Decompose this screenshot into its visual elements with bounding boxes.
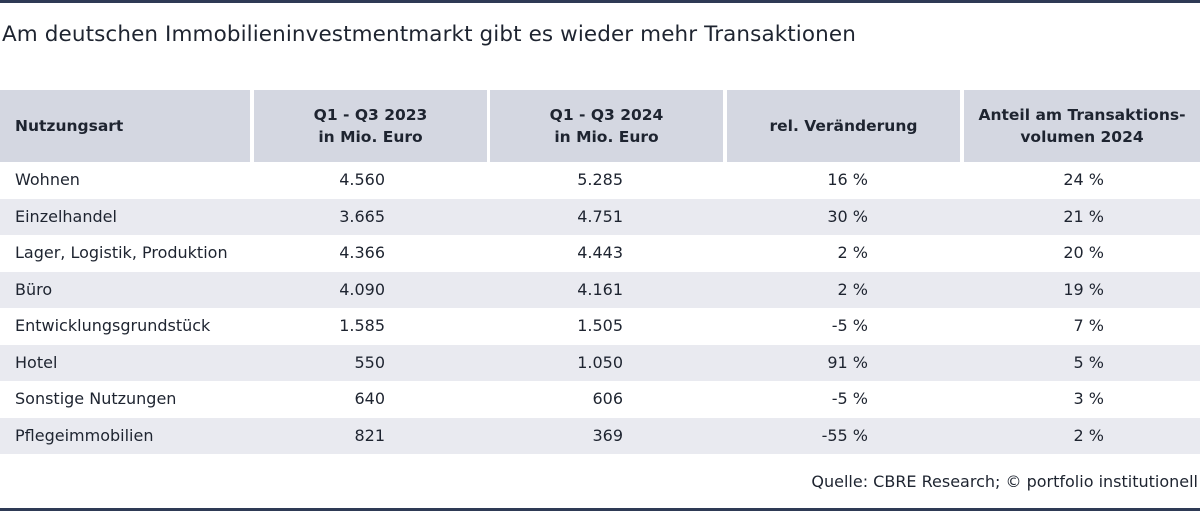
table-cell: 1.050 — [577, 352, 623, 372]
table-cell: 550 — [354, 352, 385, 372]
table-cell: 4.366 — [339, 243, 385, 262]
row-label: Büro — [15, 279, 53, 299]
table-cell: 4.751 — [577, 206, 623, 226]
table-header: Nutzungsart Q1 - Q3 2023 in Mio. Euro Q1 -… — [0, 90, 1200, 162]
table-row: Einzelhandel 3.665 4.751 30 % 21 % — [0, 198, 1200, 235]
table-cell: 2 % — [1073, 425, 1104, 445]
table-cell: 4.161 — [577, 279, 623, 299]
table-cell: 1.585 — [339, 316, 385, 335]
table-cell: 3 % — [1073, 389, 1104, 408]
table-row: Pflegeimmobilien 821 369 -55 % 2 % — [0, 417, 1200, 454]
table-cell: 821 — [354, 425, 385, 445]
table-cell: 4.443 — [577, 243, 623, 262]
row-label: Entwicklungsgrundstück — [15, 316, 211, 335]
table-cell: 4.560 — [339, 170, 385, 189]
row-label: Hotel — [15, 352, 58, 372]
table-row: Sonstige Nutzungen 640 606 -5 % 3 % — [0, 381, 1200, 418]
table-cell: 1.505 — [577, 316, 623, 335]
row-label: Einzelhandel — [15, 206, 117, 226]
table-cell: 640 — [354, 389, 385, 408]
table-cell: -5 % — [831, 389, 868, 408]
table-cell: 19 % — [1063, 279, 1104, 299]
table-cell: 4.090 — [339, 279, 385, 299]
table-cell: -55 % — [821, 425, 868, 445]
table-body: Wohnen 4.560 5.285 16 % 24 % Einzelhandel 3.66… — [0, 162, 1200, 454]
data-table: Nutzungsart Q1 - Q3 2023 in Mio. Euro Q1 -… — [0, 90, 1200, 454]
table-row: Entwicklungsgrundstück 1.585 1.505 -5 % 7 % — [0, 308, 1200, 345]
table-cell: 606 — [592, 389, 623, 408]
table-cell: 24 % — [1063, 170, 1104, 189]
table-row: Büro 4.090 4.161 2 % 19 % — [0, 271, 1200, 308]
bottom-rule — [0, 508, 1200, 511]
table-cell: 20 % — [1063, 243, 1104, 262]
table-cell: 5 % — [1073, 352, 1104, 372]
row-label: Lager, Logistik, Produktion — [15, 243, 228, 262]
column-header: Nutzungsart — [0, 90, 250, 162]
table-cell: 16 % — [827, 170, 868, 189]
column-header: Q1 - Q3 2023 in Mio. Euro — [254, 90, 487, 162]
table-cell: 2 % — [837, 279, 868, 299]
row-label: Wohnen — [15, 170, 80, 189]
table-cell: 91 % — [827, 352, 868, 372]
column-header: Q1 - Q3 2024 in Mio. Euro — [490, 90, 723, 162]
table-row: Lager, Logistik, Produktion 4.366 4.443 2 %… — [0, 235, 1200, 272]
column-header: rel. Veränderung — [727, 90, 960, 162]
column-header: Anteil am Transaktions- volumen 2024 — [964, 90, 1200, 162]
table-cell: 5.285 — [577, 170, 623, 189]
table-cell: 369 — [592, 425, 623, 445]
table-row: Wohnen 4.560 5.285 16 % 24 % — [0, 162, 1200, 199]
table-cell: 30 % — [827, 206, 868, 226]
table-cell: 21 % — [1063, 206, 1104, 226]
source-note: Quelle: CBRE Research; © portfolio insti… — [811, 472, 1198, 491]
table-cell: 7 % — [1073, 316, 1104, 335]
table-cell: -5 % — [831, 316, 868, 335]
table-cell: 2 % — [837, 243, 868, 262]
row-label: Sonstige Nutzungen — [15, 389, 177, 408]
row-label: Pflegeimmobilien — [15, 425, 154, 445]
table-cell: 3.665 — [339, 206, 385, 226]
table-row: Hotel 550 1.050 91 % 5 % — [0, 344, 1200, 381]
page-title: Am deutschen Immobilieninvestmentmarkt g… — [2, 22, 856, 47]
top-rule — [0, 0, 1200, 3]
